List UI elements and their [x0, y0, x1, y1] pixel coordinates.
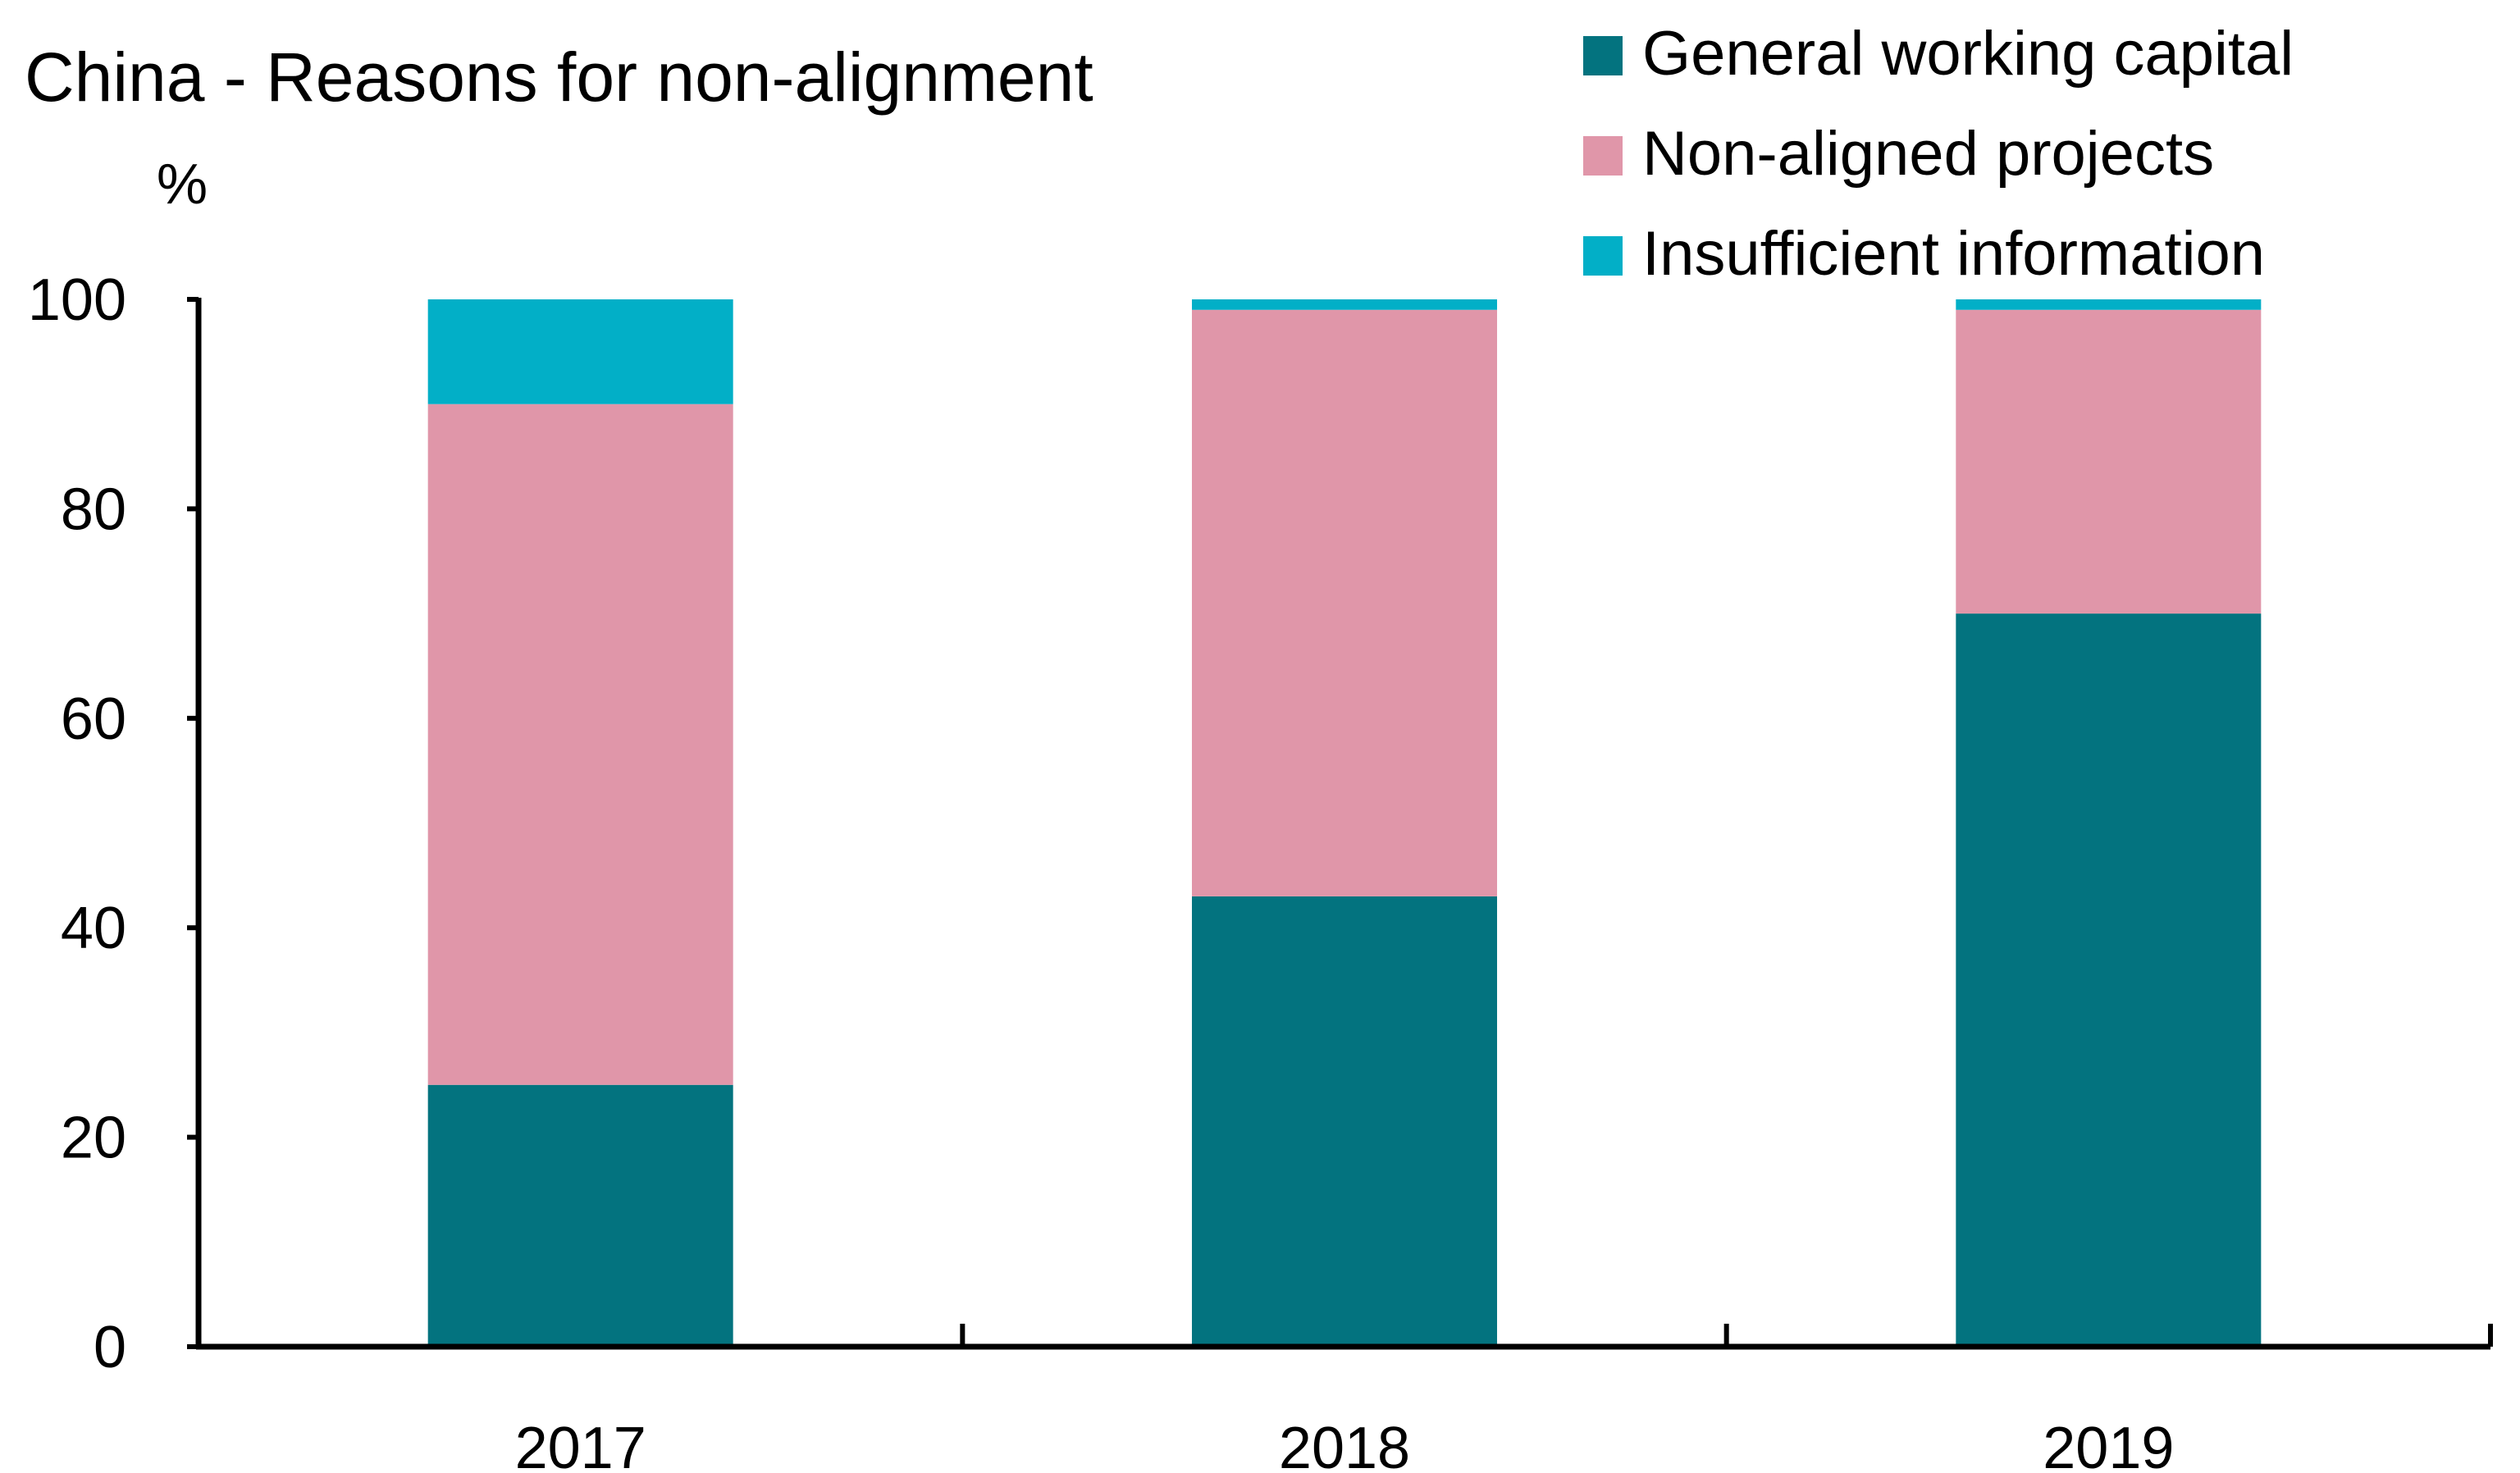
legend-label: Insufficient information [1642, 219, 2265, 289]
legend-swatch [1583, 236, 1623, 276]
y-tick-label: 40 [61, 896, 126, 961]
axes: 0 20 40 60 80 100 2017 2018 2019 [28, 267, 2493, 1473]
bar-2019-series-0 [1956, 613, 2262, 1347]
legend-swatch [1583, 136, 1623, 176]
legend-label: General working capital [1642, 19, 2294, 89]
y-tick-label: 20 [61, 1106, 126, 1171]
bar-2017-series-0 [427, 1084, 733, 1347]
bars [427, 299, 2262, 1347]
y-tick-label: 100 [28, 267, 126, 333]
y-tick-label: 80 [61, 477, 126, 542]
bar-2018-series-2 [1192, 299, 1497, 310]
legend-swatch [1583, 36, 1623, 75]
chart-title: China - Reasons for non-alignment [25, 39, 1093, 116]
legend: General working capital Non-aligned proje… [1583, 19, 2294, 289]
x-tick-label: 2017 [515, 1416, 646, 1473]
y-unit-label: % [157, 152, 208, 216]
bar-2018-series-0 [1192, 896, 1497, 1347]
x-tick-label: 2018 [1279, 1416, 1410, 1473]
bar-2017-series-2 [427, 299, 733, 404]
bar-2019-series-1 [1956, 309, 2262, 614]
legend-label: Non-aligned projects [1642, 119, 2214, 189]
bar-2018-series-1 [1192, 309, 1497, 896]
x-tick-label: 2019 [2043, 1416, 2174, 1473]
bar-2019-series-2 [1956, 299, 2262, 310]
y-tick-label: 60 [61, 686, 126, 752]
bar-2017-series-1 [427, 404, 733, 1085]
y-tick-label: 0 [94, 1315, 126, 1380]
